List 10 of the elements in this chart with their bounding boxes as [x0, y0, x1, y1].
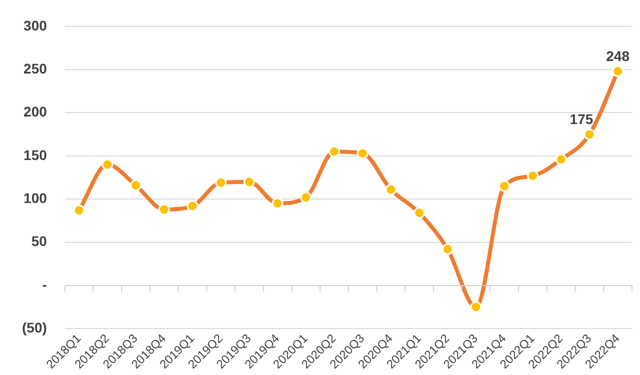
y-tick-label: 100 — [24, 190, 48, 206]
y-tick-label: 200 — [24, 104, 48, 120]
data-label: 248 — [606, 48, 630, 64]
y-tick-label: 300 — [24, 17, 48, 34]
y-tick-label: 50 — [31, 233, 48, 250]
y-tick-label: - — [42, 276, 48, 292]
data-label: 175 — [570, 111, 594, 128]
y-tick-label: 150 — [24, 146, 48, 163]
y-tick-label: (50) — [22, 319, 47, 336]
y-tick-label: 250 — [24, 60, 48, 76]
